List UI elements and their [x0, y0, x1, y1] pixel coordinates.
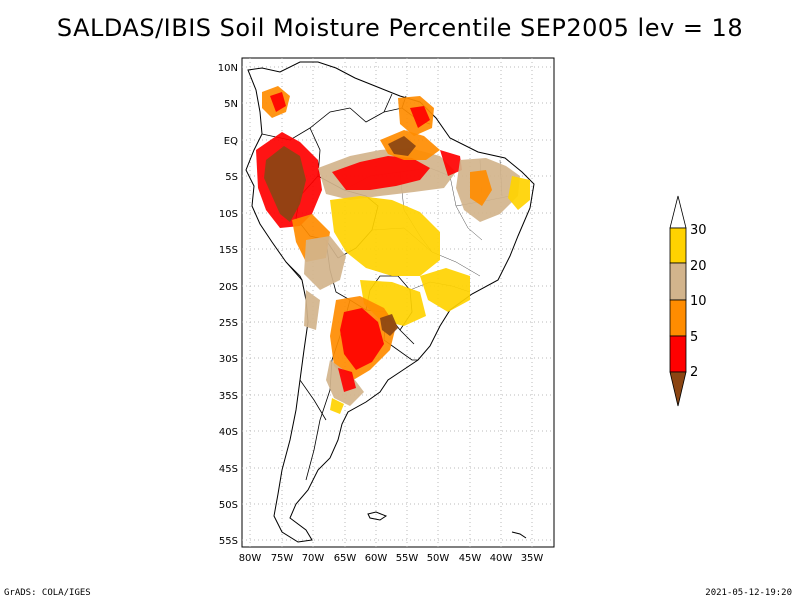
percentile-patch: [420, 268, 470, 312]
percentile-patch: [330, 196, 440, 276]
lat-label-20S: 20S: [219, 282, 238, 293]
lat-label-45S: 45S: [219, 464, 238, 475]
colorbar-legend: 30 20 10 5 2: [669, 195, 707, 407]
lat-label-10S: 10S: [219, 209, 238, 220]
lat-label-35S: 35S: [219, 391, 238, 402]
latitude-labels: 10N 5N EQ 5S 10S 15S 20S 25S 30S 35S 40S 45S 50S 55S: [218, 63, 238, 547]
lat-label-15S: 15S: [219, 245, 238, 256]
percentile-patch: [380, 314, 398, 336]
percentile-patch: [410, 106, 430, 128]
legend-below2-swatch: [669, 371, 687, 407]
legend-swatch: [669, 335, 687, 373]
lon-label-75W: 75W: [271, 553, 294, 564]
lon-label-80W: 80W: [239, 553, 262, 564]
footer-timestamp: 2021-05-12-19:20: [705, 588, 792, 598]
lat-label-40S: 40S: [219, 427, 238, 438]
legend-label-30: 30: [690, 223, 707, 238]
percentile-patch: [330, 398, 344, 414]
legend-label-20: 20: [690, 259, 707, 274]
legend-label-2: 2: [690, 365, 698, 380]
percentile-field: [256, 86, 530, 414]
lon-label-45W: 45W: [459, 553, 482, 564]
legend-swatch: [669, 299, 687, 337]
falkland-islands: [367, 511, 388, 521]
chart-title: SALDAS/IBIS Soil Moisture Percentile SEP…: [56, 14, 744, 42]
lon-label-40W: 40W: [490, 553, 513, 564]
lat-label-30S: 30S: [219, 354, 238, 365]
lat-label-10N: 10N: [218, 63, 238, 74]
legend-above30-swatch: [669, 195, 687, 229]
south-georgia-fragment: [511, 531, 527, 539]
longitude-labels: 80W 75W 70W 65W 60W 55W 50W 45W 40W 35W: [239, 553, 544, 564]
lat-label-5S: 5S: [225, 172, 238, 183]
legend-label-5: 5: [690, 330, 698, 345]
percentile-patch: [264, 146, 306, 222]
percentile-patch: [470, 170, 492, 206]
lat-label-5N: 5N: [224, 99, 238, 110]
lon-label-55W: 55W: [396, 553, 419, 564]
footer-credit: GrADS: COLA/IGES: [4, 588, 91, 598]
lon-label-35W: 35W: [521, 553, 544, 564]
lon-label-50W: 50W: [427, 553, 450, 564]
lat-label-55S: 55S: [219, 536, 238, 547]
percentile-patch: [440, 150, 462, 176]
lon-label-60W: 60W: [365, 553, 388, 564]
percentile-patch: [304, 236, 346, 290]
legend-swatch: [669, 227, 687, 264]
lon-label-65W: 65W: [334, 553, 357, 564]
lat-label-25S: 25S: [219, 318, 238, 329]
percentile-patch: [338, 368, 356, 392]
lat-label-50S: 50S: [219, 500, 238, 511]
lat-label-EQ: EQ: [224, 136, 238, 147]
legend-swatch: [669, 262, 687, 301]
percentile-patch: [388, 136, 416, 156]
percentile-patch: [304, 290, 320, 330]
map-frame: [241, 57, 555, 548]
percentile-patch: [508, 176, 530, 210]
legend-label-10: 10: [690, 294, 707, 309]
percentile-patch: [340, 308, 384, 370]
percentile-patch: [332, 156, 430, 190]
lon-label-70W: 70W: [302, 553, 325, 564]
percentile-patch: [270, 92, 286, 112]
